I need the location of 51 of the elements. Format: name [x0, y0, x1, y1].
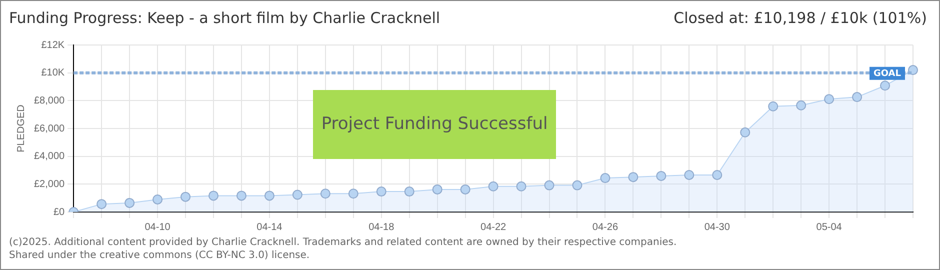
point — [320, 188, 330, 199]
point — [628, 172, 638, 182]
chart-subtitle: Closed at: £10,198 / £10k (101%) — [674, 9, 927, 27]
x-tick-label: 04-14 — [256, 222, 283, 233]
x-tick-label: 04-22 — [480, 222, 507, 233]
point — [712, 170, 722, 180]
chart-title: Funding Progress: Keep - a short film by Charlie Cracknell — [9, 9, 440, 27]
x-tick-label: 04-30 — [704, 222, 730, 233]
point — [768, 101, 778, 112]
y-axis-title: PLEDGED — [16, 104, 27, 152]
point — [600, 173, 610, 184]
point — [124, 198, 135, 208]
point — [152, 194, 163, 204]
y-tick-label: £6,000 — [34, 123, 66, 134]
point — [236, 190, 246, 201]
x-tick-label: 04-26 — [592, 222, 618, 233]
point — [432, 184, 442, 194]
success-banner: Project Funding Successful — [312, 90, 556, 160]
y-tick-label: £10K — [41, 68, 65, 79]
point — [852, 92, 862, 102]
x-tick-label: 05-04 — [816, 222, 842, 233]
point — [516, 181, 526, 192]
x-tick-label: 04-18 — [368, 222, 395, 233]
point — [292, 190, 302, 200]
point — [208, 190, 218, 201]
point — [376, 186, 386, 197]
point — [488, 181, 498, 192]
x-tick-label: 04-10 — [144, 222, 171, 233]
y-tick-label: £4,000 — [34, 151, 66, 162]
y-tick-label: £12K — [41, 40, 65, 51]
point — [348, 188, 358, 199]
point — [796, 100, 806, 110]
point — [908, 65, 918, 76]
point — [460, 184, 470, 194]
point — [824, 94, 834, 104]
y-tick-label: £8,000 — [34, 95, 66, 106]
point — [180, 192, 191, 202]
point — [684, 170, 694, 180]
point — [740, 127, 750, 138]
point — [96, 199, 107, 210]
point — [572, 180, 582, 190]
point — [404, 186, 414, 197]
text: Shared under the creative commons (CC BY-NC 3.0) license. — [9, 249, 311, 262]
point — [544, 180, 554, 190]
text: (c)2025. Additional content provided by Charlie Cracknell. Trademarks and related content are owned by their respective companies. — [9, 236, 677, 249]
point — [264, 190, 274, 201]
point — [880, 80, 890, 91]
y-tick-label: £0 — [53, 206, 66, 218]
ref-line-label: GOAL — [874, 69, 902, 80]
y-tick-label: £2,000 — [34, 178, 66, 190]
point — [656, 170, 666, 181]
